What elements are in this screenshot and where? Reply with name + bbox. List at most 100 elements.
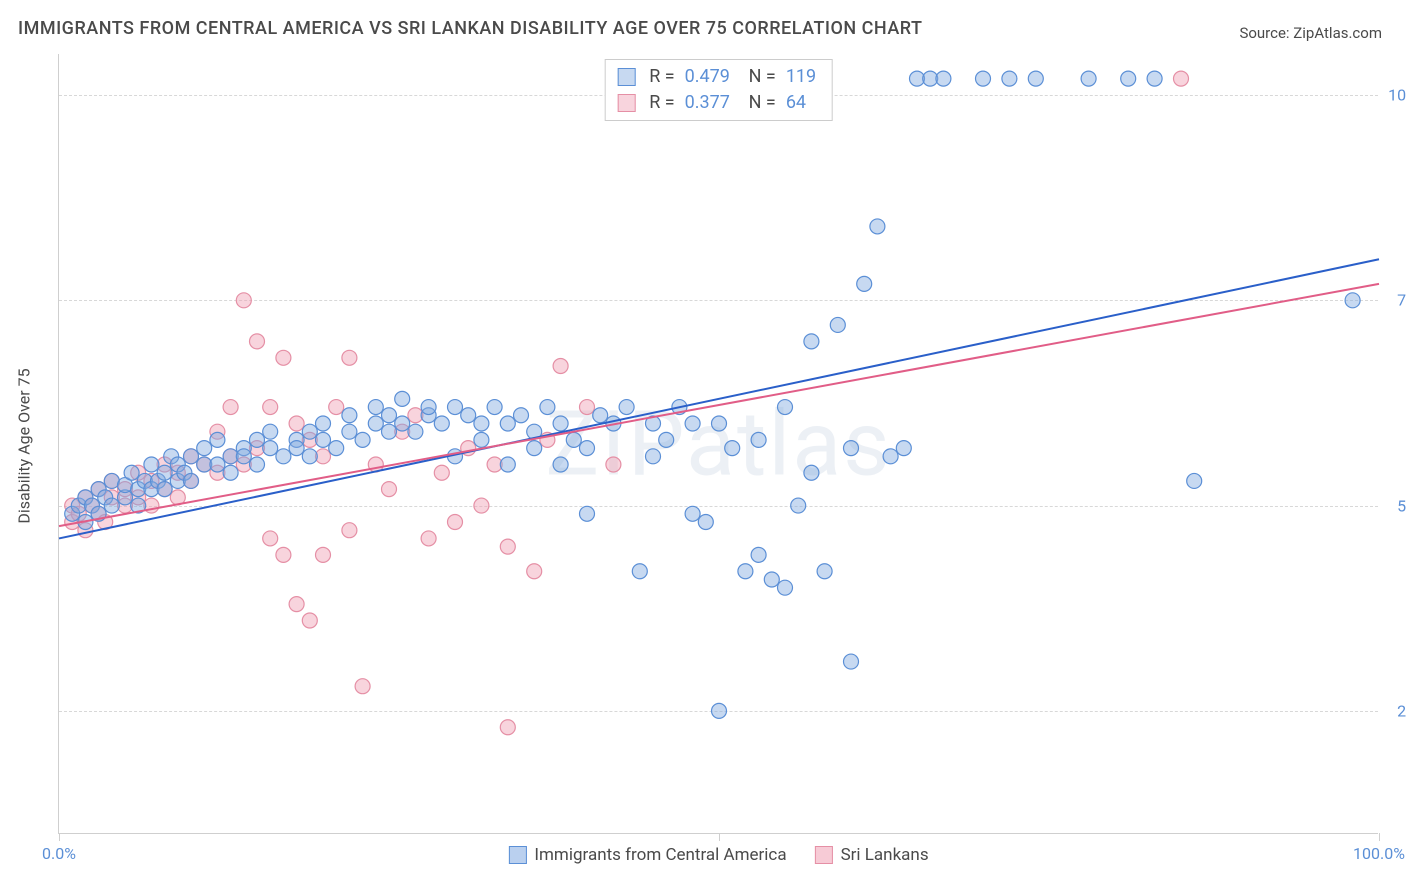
data-point	[355, 679, 370, 694]
data-point	[157, 465, 172, 480]
scatter-plot	[59, 54, 1378, 833]
data-point	[817, 564, 832, 579]
data-point	[342, 424, 357, 439]
data-point	[276, 449, 291, 464]
data-point	[223, 400, 238, 415]
data-point	[276, 547, 291, 562]
data-point	[342, 523, 357, 538]
legend-label: Sri Lankans	[841, 845, 929, 865]
data-point	[580, 506, 595, 521]
data-point	[791, 498, 806, 513]
r-label: R =	[649, 90, 674, 116]
data-point	[712, 416, 727, 431]
data-point	[434, 465, 449, 480]
data-point	[368, 400, 383, 415]
data-point	[778, 580, 793, 595]
data-point	[593, 408, 608, 423]
data-point	[263, 424, 278, 439]
data-point	[329, 400, 344, 415]
data-point	[276, 350, 291, 365]
legend-swatch	[815, 846, 833, 864]
source-value: ZipAtlas.com	[1293, 24, 1382, 42]
data-point	[302, 613, 317, 628]
y-tick-label: 25.0%	[1397, 701, 1406, 720]
data-point	[685, 416, 700, 431]
x-tick	[1379, 833, 1380, 841]
data-point	[619, 400, 634, 415]
data-point	[751, 432, 766, 447]
data-point	[263, 531, 278, 546]
data-point	[527, 441, 542, 456]
legend-stat-row: R =0.377N =64	[617, 90, 820, 116]
data-point	[316, 547, 331, 562]
data-point	[236, 449, 251, 464]
data-point	[421, 531, 436, 546]
data-point	[395, 391, 410, 406]
trend-line	[59, 259, 1379, 538]
data-point	[514, 408, 529, 423]
legend-swatch	[508, 846, 526, 864]
legend-swatch	[617, 68, 635, 86]
data-point	[1081, 71, 1096, 86]
data-point	[606, 457, 621, 472]
data-point	[580, 441, 595, 456]
data-point	[197, 441, 212, 456]
data-point	[250, 457, 265, 472]
data-point	[1174, 71, 1189, 86]
x-tick	[59, 833, 60, 841]
source-attribution: Source: ZipAtlas.com	[1239, 24, 1382, 42]
plot-area: ZIPatlas 25.0%50.0%75.0%100.0% R =0.479N…	[58, 54, 1378, 834]
data-point	[936, 71, 951, 86]
source-label: Source:	[1239, 24, 1289, 42]
data-point	[1002, 71, 1017, 86]
data-point	[355, 432, 370, 447]
data-point	[778, 400, 793, 415]
trend-line	[59, 284, 1379, 526]
data-point	[157, 482, 172, 497]
data-point	[883, 449, 898, 464]
data-point	[448, 515, 463, 530]
data-point	[712, 703, 727, 718]
data-point	[124, 465, 139, 480]
x-tick-label: 100.0%	[1353, 844, 1405, 863]
data-point	[646, 449, 661, 464]
n-label: N =	[749, 64, 776, 90]
data-point	[368, 416, 383, 431]
data-point	[474, 498, 489, 513]
data-point	[289, 416, 304, 431]
data-point	[870, 219, 885, 234]
data-point	[896, 441, 911, 456]
legend-label: Immigrants from Central America	[534, 845, 786, 865]
data-point	[434, 416, 449, 431]
data-point	[725, 441, 740, 456]
y-tick-label: 50.0%	[1397, 496, 1406, 515]
data-point	[751, 547, 766, 562]
data-point	[553, 457, 568, 472]
legend-item: Immigrants from Central America	[508, 845, 786, 865]
data-point	[580, 400, 595, 415]
data-point	[1121, 71, 1136, 86]
data-point	[500, 457, 515, 472]
r-value: 0.479	[685, 64, 735, 90]
data-point	[844, 654, 859, 669]
x-tick-label: 0.0%	[42, 844, 76, 863]
data-point	[527, 564, 542, 579]
data-point	[263, 400, 278, 415]
data-point	[316, 432, 331, 447]
data-point	[804, 334, 819, 349]
data-point	[382, 424, 397, 439]
data-point	[421, 400, 436, 415]
data-point	[302, 424, 317, 439]
y-tick-label: 100.0%	[1388, 86, 1406, 105]
data-point	[382, 408, 397, 423]
data-point	[1187, 473, 1202, 488]
correlation-legend: R =0.479N =119R =0.377N =64	[604, 59, 833, 121]
data-point	[698, 515, 713, 530]
chart-container: IMMIGRANTS FROM CENTRAL AMERICA VS SRI L…	[0, 0, 1406, 892]
data-point	[976, 71, 991, 86]
data-point	[408, 424, 423, 439]
data-point	[685, 506, 700, 521]
data-point	[830, 317, 845, 332]
x-tick	[719, 833, 720, 841]
data-point	[382, 482, 397, 497]
